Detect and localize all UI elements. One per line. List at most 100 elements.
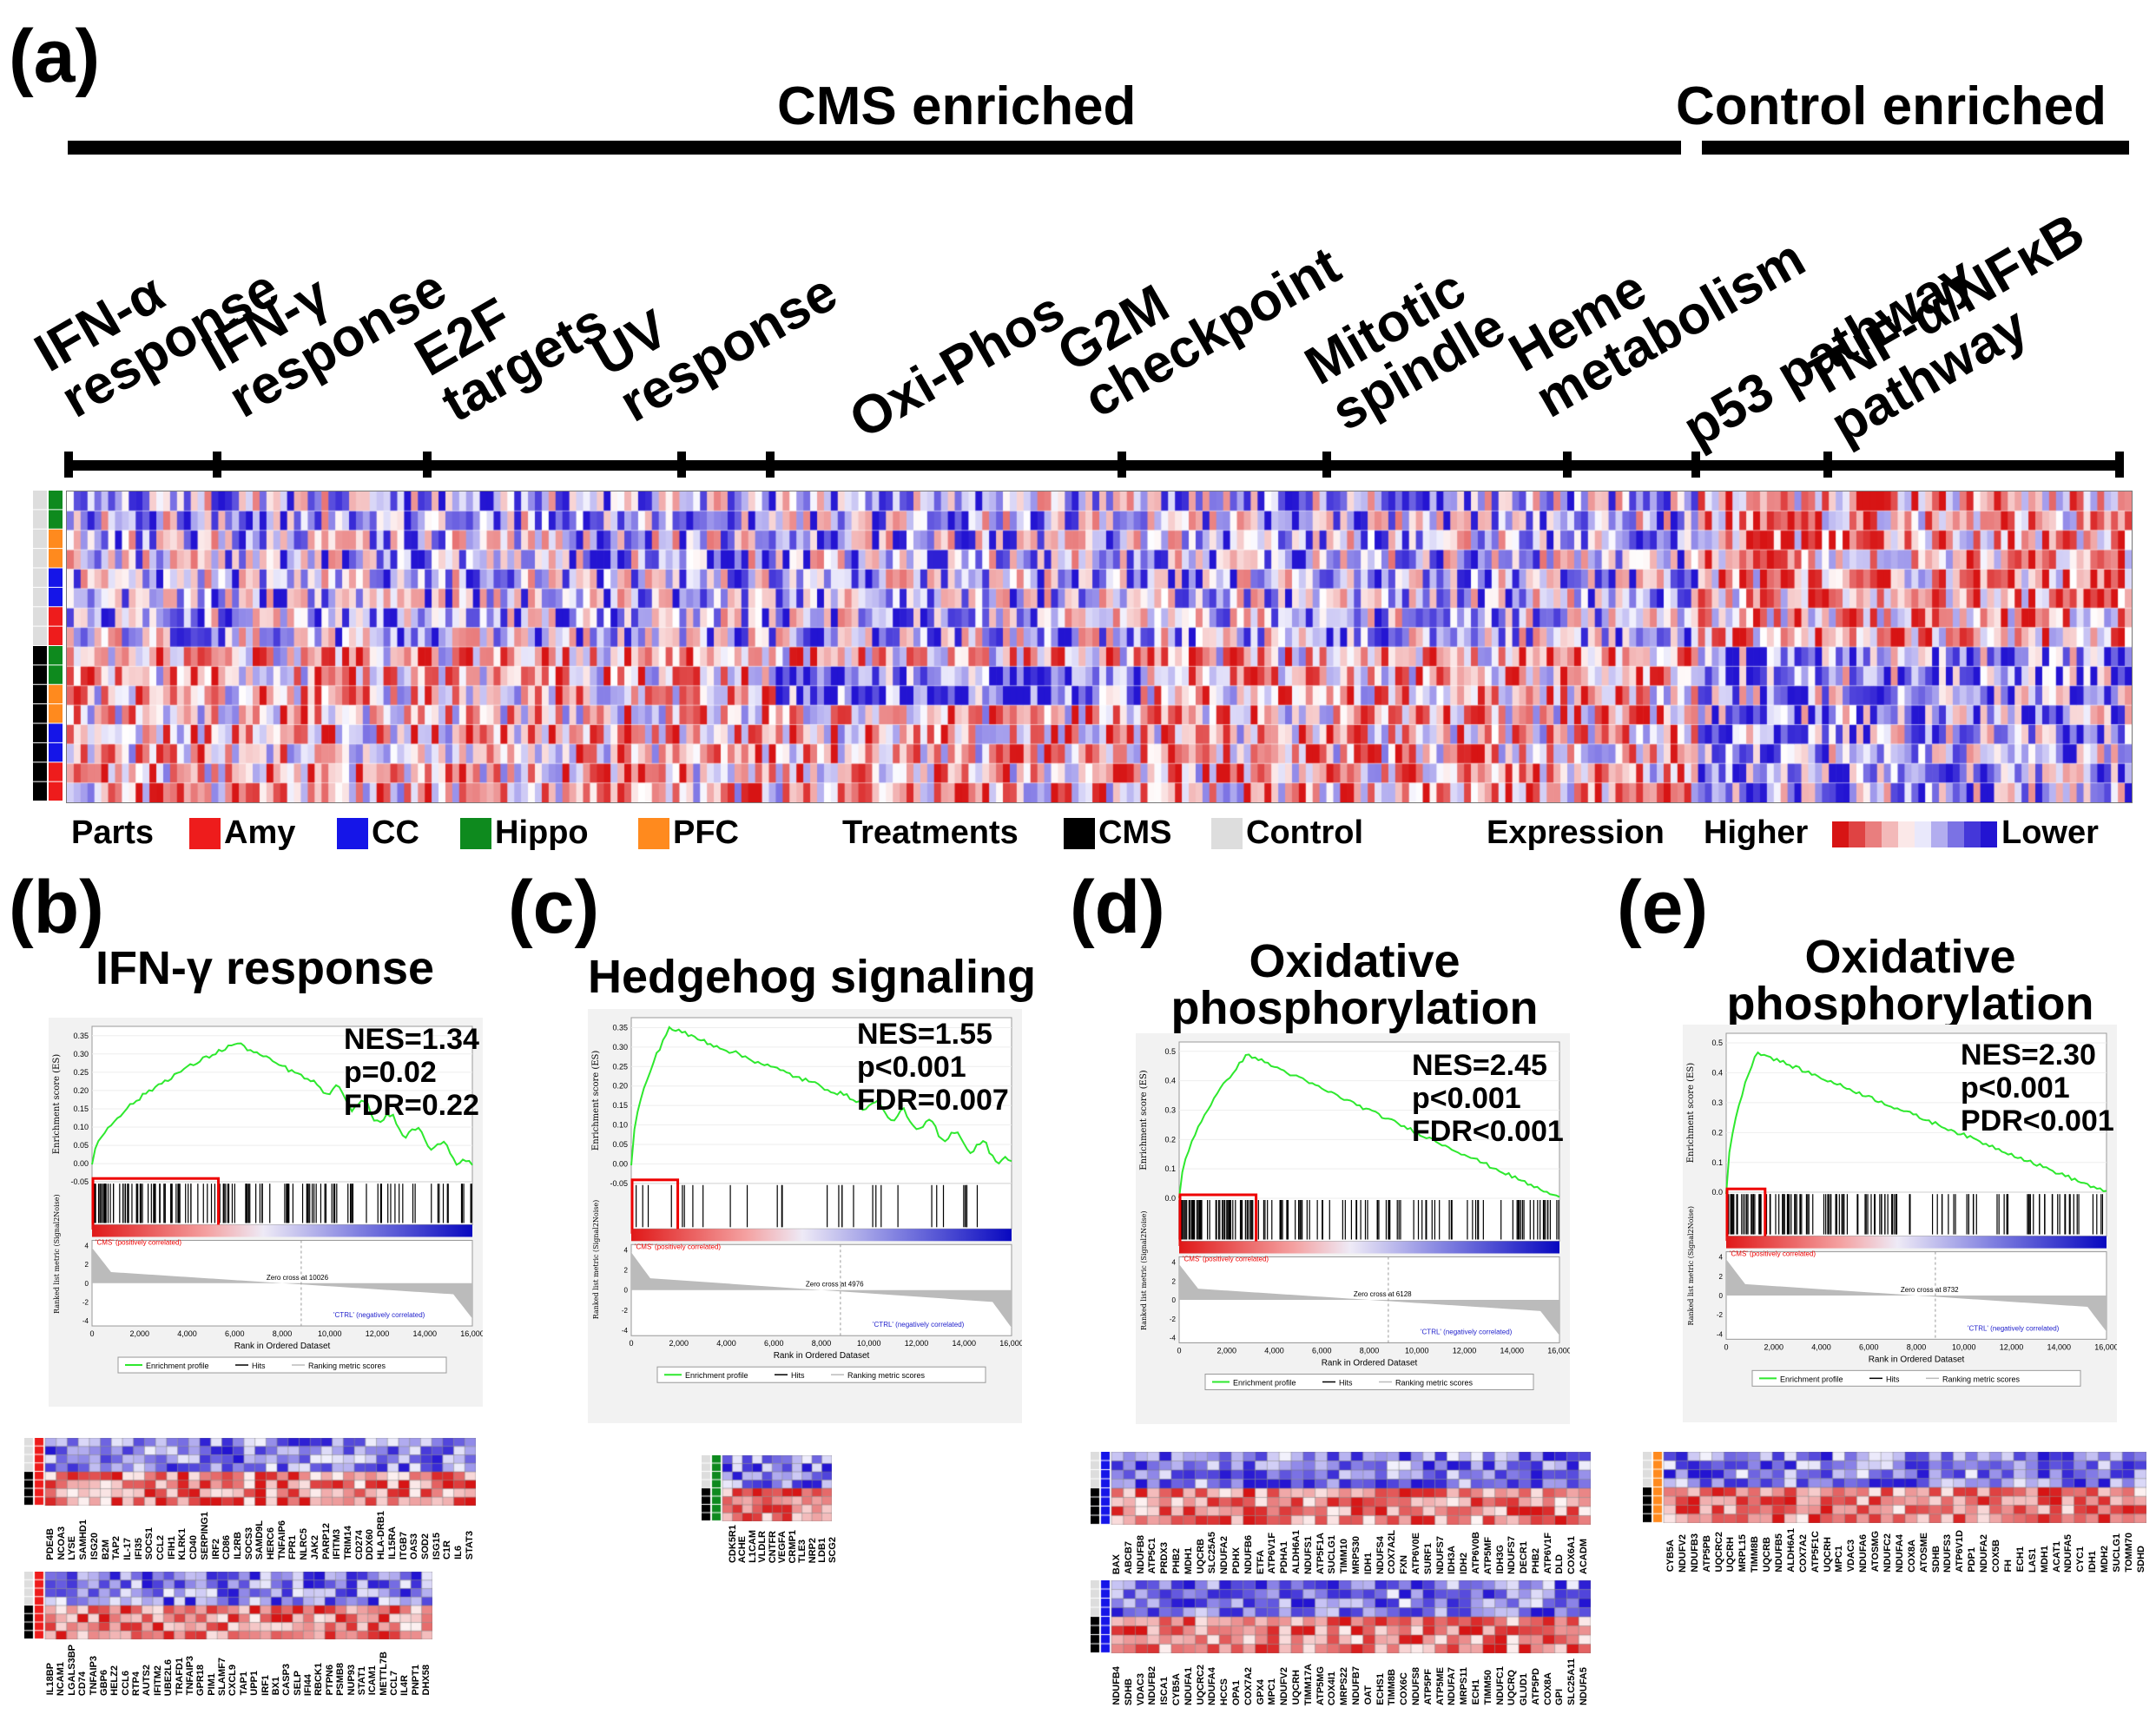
- gene-label: IFITM2: [152, 1665, 163, 1696]
- treatment-annotation-strip: [33, 491, 47, 801]
- gene-label: ATP5ME: [1434, 1667, 1446, 1705]
- gene-label: DECR1: [1519, 1541, 1530, 1574]
- scale-cell: [1981, 821, 1997, 847]
- gene-label: PHB2: [1530, 1548, 1541, 1574]
- rank-xtick: 10,000: [857, 1339, 881, 1348]
- gene-label: NDUFB4: [1111, 1666, 1122, 1705]
- treatment-cell: [33, 626, 47, 645]
- legend-enrich-text: Enrichment profile: [1780, 1375, 1843, 1383]
- gene-label: IRF1: [260, 1674, 271, 1696]
- gene-label: NDUFB6: [1243, 1535, 1254, 1574]
- gene-label: CYB5A: [1170, 1672, 1182, 1705]
- gene-label: C1R: [442, 1540, 453, 1560]
- gene-label: SDHB: [1123, 1678, 1134, 1705]
- gene-label: ACAT1: [2051, 1540, 2062, 1573]
- gene-label: SLAMF7: [217, 1657, 227, 1696]
- gene-label: HELZ2: [109, 1665, 121, 1696]
- es-ytick: 0.5: [1711, 1039, 1723, 1047]
- gene-label: GPR18: [195, 1664, 207, 1696]
- legend-pfc-swatch: [638, 818, 669, 849]
- gene-label: NDUFA2: [1219, 1535, 1230, 1574]
- segment-tick: [677, 452, 686, 478]
- panel-b-heatmap-1: [24, 1438, 476, 1506]
- gene-label: FXN: [1399, 1554, 1410, 1574]
- gene-label: MRPL15: [1737, 1534, 1749, 1573]
- gene-label: PDHX: [1230, 1547, 1242, 1574]
- legend-cc-swatch: [337, 818, 368, 849]
- panel-c-label: (c): [508, 866, 600, 949]
- gene-label: ECH1: [1470, 1679, 1481, 1705]
- part-cell: [49, 704, 63, 723]
- gene-label: SAMHD1: [78, 1519, 89, 1560]
- es-ytick: 0.00: [73, 1159, 89, 1168]
- legend-amy-swatch: [189, 818, 221, 849]
- gene-label: ICAM1: [367, 1665, 379, 1696]
- legend-pfc-label: PFC: [673, 814, 739, 851]
- gene-label: NDUFS3: [1942, 1533, 1954, 1573]
- segment-tick: [213, 452, 221, 478]
- gene-label: CCL6: [120, 1670, 131, 1696]
- cms-enriched-bar: [68, 141, 1681, 155]
- es-plot-frame: [91, 1025, 473, 1183]
- gene-label: NDUFB7: [1350, 1666, 1362, 1705]
- scale-cell: [1964, 821, 1981, 847]
- segment-tick: [766, 452, 775, 478]
- gene-label: LAS1: [2027, 1547, 2038, 1573]
- panel-d-nes: NES=2.45: [1412, 1049, 1547, 1082]
- gene-label: TNFAIP6: [276, 1520, 287, 1560]
- es-ytick: 0.10: [612, 1121, 628, 1130]
- gene-label: IFITM3: [332, 1529, 343, 1560]
- gene-label: VLDLR: [757, 1531, 768, 1564]
- segment-tick: [423, 452, 432, 478]
- parts-annotation-strip: [49, 491, 63, 801]
- gsea-legend-box: [656, 1366, 986, 1383]
- treatment-cell: [33, 529, 47, 549]
- gene-label: ATP5C1: [1147, 1538, 1158, 1574]
- part-cell: [49, 646, 63, 665]
- es-ytick: 0.4: [1164, 1077, 1176, 1085]
- gene-label: ISG15: [431, 1533, 442, 1560]
- pos-corr-label: 'CMS' (positively correlated): [635, 1243, 721, 1250]
- gene-label: SDHD: [2135, 1545, 2146, 1573]
- gene-label: NLRC5: [299, 1527, 310, 1560]
- es-ytick: 0.30: [612, 1043, 628, 1052]
- gene-label: CRMP1: [787, 1529, 798, 1564]
- panel-d-heatmap-2: [1091, 1580, 1591, 1653]
- gene-label: PNPT1: [410, 1665, 421, 1696]
- part-cell: [49, 607, 63, 626]
- gene-label: COX6C: [1399, 1672, 1410, 1705]
- legend-hippo-label: Hippo: [495, 814, 589, 851]
- gene-label: CD274: [353, 1529, 365, 1560]
- rank-xtick: 0: [1177, 1347, 1181, 1355]
- legend-cc-label: CC: [372, 814, 419, 851]
- gene-label: ALDH6A1: [1290, 1530, 1302, 1574]
- rank-xtick: 10,000: [1952, 1342, 1976, 1351]
- treatment-cell: [33, 568, 47, 587]
- gene-label: IDH1: [2087, 1550, 2099, 1573]
- gene-label: NDUFA5: [1579, 1666, 1590, 1705]
- gene-label: HERC6: [266, 1526, 277, 1560]
- part-cell: [49, 510, 63, 529]
- panel-e-nes: NES=2.30: [1961, 1039, 2096, 1072]
- segment-tick: [1322, 452, 1331, 478]
- gene-label: ECHS1: [1375, 1673, 1386, 1705]
- gene-label: SAMD9L: [254, 1520, 266, 1560]
- rank-color-bar: [92, 1224, 472, 1237]
- rank-xtick: 8,000: [812, 1339, 832, 1348]
- treatment-cell: [33, 491, 47, 510]
- zero-cross-label: Zero cross at 8732: [1901, 1286, 1959, 1294]
- panel-c-gsea-svg: 0.35 0.30 0.25 0.20 0.15 0.10 0.05 0.00 -0.05 Enr…: [591, 1017, 1024, 1383]
- segment-tick: [1691, 452, 1700, 478]
- gene-label: IDH1: [1362, 1552, 1374, 1574]
- gene-label: IDH3G: [1494, 1545, 1506, 1574]
- rank-ytick: -2: [1717, 1311, 1724, 1319]
- panel-c-p: p<0.001: [857, 1051, 966, 1085]
- gene-label: IL4R: [399, 1674, 411, 1696]
- rank-ytick: 0: [1172, 1296, 1177, 1304]
- gene-label: STAT3: [464, 1531, 475, 1560]
- rank-xtick: 0: [1724, 1342, 1728, 1351]
- es-ylabel: Enrichment score (ES): [1686, 1063, 1696, 1163]
- gene-label: ATP5MF: [1482, 1536, 1493, 1574]
- control-enriched-bar: [1702, 141, 2129, 155]
- enrichment-curve: [1178, 1053, 1560, 1198]
